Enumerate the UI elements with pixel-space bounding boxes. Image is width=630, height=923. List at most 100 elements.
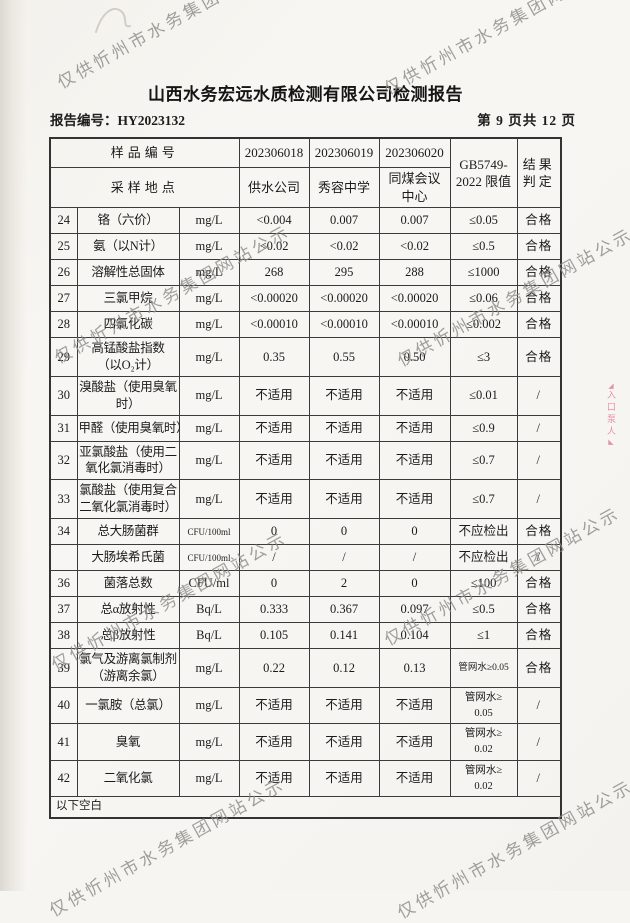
result-cell: 合格: [516, 233, 562, 261]
parameter-name-cell: 菌落总数: [76, 570, 180, 598]
result-cell: 合格: [516, 518, 562, 546]
table-row: 39 氯气及游离氯制剂 （游离余氯） mg/L 0.22 0.12 0.13 管网水≥0.0…: [49, 648, 562, 688]
location-cell: 供水公司: [238, 166, 310, 209]
parameter-name-cell: 四氯化碳: [76, 311, 180, 339]
value-cell: 不适用: [238, 759, 310, 798]
row-number-cell: 28: [49, 311, 78, 339]
value-cell: 0.097: [378, 596, 451, 624]
table-row: 38 总β放射性 Bq/L 0.105 0.141 0.104 ≤1 合格: [49, 622, 562, 650]
unit-cell: mg/L: [178, 233, 240, 261]
result-cell: 合格: [516, 622, 562, 650]
table-header-row-2: 采样地点 供水公司 秀容中学 同煤会议 中心: [49, 166, 561, 209]
stamp-mark-icon: ◣: [607, 438, 615, 446]
value-cell: 不适用: [378, 479, 451, 520]
value-cell: 0.12: [308, 648, 380, 688]
result-cell: 合格: [516, 337, 562, 377]
result-cell: /: [516, 544, 562, 572]
limit-cell: 管网水≥0.05: [449, 648, 518, 688]
sample-id-cell: 202306019: [308, 137, 380, 168]
parameter-name-cell: 二氧化氯: [76, 759, 180, 798]
stamp-text: 入口泵人: [606, 390, 616, 438]
limit-cell: ≤1000: [449, 259, 518, 287]
value-cell: <0.02: [378, 233, 451, 261]
limit-cell: 管网水≥ 0.02: [449, 759, 518, 798]
result-cell: /: [516, 723, 562, 761]
result-cell: 合格: [516, 311, 562, 339]
result-cell: 合格: [516, 285, 562, 313]
parameter-name-cell: 臭氧: [76, 723, 180, 761]
row-number-cell: 26: [49, 259, 78, 287]
unit-cell: mg/L: [178, 375, 240, 416]
result-judgement-header-cell: 结果 判定: [516, 137, 562, 209]
value-cell: 不适用: [308, 723, 380, 761]
value-cell: 不适用: [378, 686, 451, 725]
unit-cell: mg/L: [178, 259, 240, 287]
table-row: 41 臭氧 mg/L 不适用 不适用 不适用 管网水≥ 0.02/: [49, 723, 562, 761]
sampling-location-header-cell: 采样地点: [49, 166, 240, 209]
value-cell: 不适用: [238, 479, 310, 520]
unit-cell: CFU/100ml: [178, 518, 240, 546]
value-cell: 0: [378, 570, 451, 598]
value-cell: /: [308, 544, 380, 572]
parameter-name-cell: 大肠埃希氏菌: [76, 544, 180, 572]
sample-id-cell: 202306020: [378, 137, 451, 168]
pencil-mark: [95, 7, 131, 33]
limit-cell: 不应检出: [449, 518, 518, 546]
unit-cell: mg/L: [178, 285, 240, 313]
table-row: 28 四氯化碳 mg/L <0.00010 <0.00010 <0.00010 ≤0.002…: [49, 311, 562, 339]
table-row: 34 总大肠菌群 CFU/100ml 0 0 0 不应检出 合格: [49, 518, 562, 546]
limit-cell: 管网水≥ 0.05: [449, 686, 518, 725]
value-cell: 不适用: [308, 440, 380, 481]
table-row: 36 菌落总数 CFU/ml 0 2 0 ≤100 合格: [49, 570, 562, 598]
parameter-name-cell: 铬（六价）: [76, 207, 180, 235]
page-title: 山西水务宏远水质检测有限公司检测报告: [148, 85, 463, 104]
report-meta-row: 报告编号：HY2023132 第 9 页共 12 页: [50, 109, 576, 129]
value-cell: <0.02: [308, 233, 380, 261]
result-cell: /: [516, 440, 562, 481]
sample-id-header-cell: 样品编号: [49, 137, 240, 168]
standard-limit-header-cell: GB5749- 2022 限值: [449, 137, 518, 209]
unit-cell: Bq/L: [178, 596, 240, 624]
value-cell: <0.004: [238, 207, 310, 235]
unit-cell: mg/L: [178, 311, 240, 339]
value-cell: <0.00010: [238, 311, 310, 339]
location-cell: 同煤会议 中心: [378, 166, 451, 209]
value-cell: <0.02: [238, 233, 310, 261]
page-number-info: 第 9 页共 12 页: [477, 113, 576, 128]
value-cell: 0.141: [308, 622, 380, 650]
value-cell: 不适用: [378, 759, 451, 798]
value-cell: 不适用: [238, 686, 310, 725]
value-cell: /: [238, 544, 310, 572]
value-cell: 不适用: [308, 414, 380, 442]
value-cell: 0.22: [238, 648, 310, 688]
value-cell: 0.007: [308, 207, 380, 235]
row-number-cell: 24: [49, 207, 78, 235]
limit-cell: ≤0.5: [449, 596, 518, 624]
parameter-name-cell: 氯气及游离氯制剂 （游离余氯）: [76, 648, 180, 688]
unit-cell: CFU/100ml: [178, 544, 240, 572]
value-cell: 0.367: [308, 596, 380, 624]
result-cell: /: [516, 759, 562, 798]
table-row: 42 二氧化氯 mg/L 不适用 不适用 不适用 管网水≥ 0.02/: [49, 759, 562, 798]
value-cell: 0: [308, 518, 380, 546]
value-cell: 0.55: [308, 337, 380, 377]
parameter-name-cell: 甲醛（使用臭氧时）: [76, 414, 189, 442]
row-number-cell: 29: [49, 337, 78, 377]
result-cell: 合格: [516, 259, 562, 287]
limit-cell: ≤0.9: [449, 414, 518, 442]
result-cell: 合格: [516, 596, 562, 624]
page-left-edge-shadow: [0, 0, 27, 891]
value-cell: 不适用: [308, 375, 380, 416]
unit-cell: mg/L: [178, 440, 240, 481]
value-cell: 不适用: [238, 440, 310, 481]
unit-cell: CFU/ml: [178, 570, 240, 598]
sample-id-cell: 202306018: [238, 137, 310, 168]
result-cell: /: [516, 414, 562, 442]
parameter-name-cell: 总β放射性: [76, 622, 180, 650]
row-number-cell: 41: [49, 723, 78, 761]
value-cell: 不适用: [378, 723, 451, 761]
table-row: 27 三氯甲烷 mg/L <0.00020 <0.00020 <0.00020 ≤0.06 合…: [49, 285, 562, 313]
limit-cell: ≤0.06: [449, 285, 518, 313]
row-number-cell: 42: [49, 759, 78, 798]
value-cell: /: [378, 544, 451, 572]
